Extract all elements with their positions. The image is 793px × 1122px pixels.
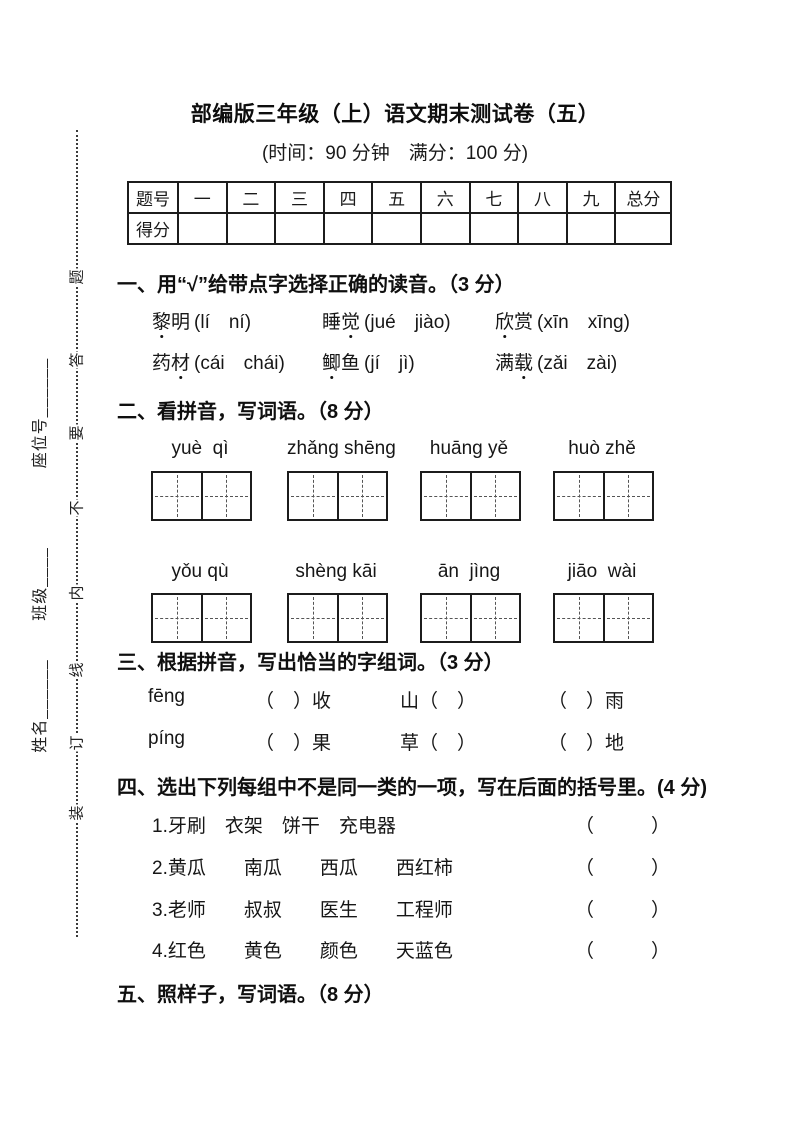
score-input-cell[interactable]: [468, 212, 520, 245]
word-group: 1.牙刷 衣架 饼干 充电器: [152, 816, 396, 837]
writing-grid[interactable]: [287, 471, 388, 521]
answer-bracket[interactable]: （ ）: [574, 941, 670, 962]
score-input-cell[interactable]: [274, 212, 325, 245]
score-table-score-row: 得分: [127, 212, 673, 245]
binding-line-char: 要: [67, 424, 87, 442]
score-input-cell[interactable]: [517, 212, 568, 245]
page-subtitle: (时间：90 分钟 满分：100 分): [261, 143, 529, 164]
pronunciation-item[interactable]: 鲫鱼 (jí jì): [322, 348, 495, 375]
header-cell: 三: [274, 181, 325, 214]
header-cell: 六: [419, 181, 471, 214]
name-field[interactable]: 姓名______: [32, 659, 49, 753]
binding-line-char: 订: [67, 734, 87, 752]
writing-grid[interactable]: [151, 471, 252, 521]
answer-bracket[interactable]: （ ）: [574, 858, 670, 879]
section1-row2: 药材 (cái chái) 鲫鱼 (jí jì) 满载 (zǎi zài): [152, 348, 617, 375]
pronunciation-item[interactable]: 药材 (cái chái): [152, 348, 322, 375]
score-input-cell[interactable]: [565, 212, 617, 245]
binding-line-char: 内: [67, 584, 87, 602]
class-field[interactable]: 班级____: [32, 547, 49, 621]
pinyin-label: píng: [148, 728, 185, 749]
header-cell: 总分: [614, 181, 673, 214]
header-cell: 五: [371, 181, 422, 214]
section4-item: 1.牙刷 衣架 饼干 充电器 （ ）: [152, 811, 670, 838]
score-input-cell[interactable]: [322, 212, 374, 245]
fill-in-word[interactable]: （ ）果: [255, 733, 332, 754]
word-group: 4.红色 黄色 颜色 天蓝色: [152, 941, 453, 962]
pinyin-label: zhǎng shēng: [287, 438, 396, 459]
score-table-header-row: 题号 一 二 三 四 五 六 七 八 九 总分: [127, 181, 673, 214]
section1-row1: 黎明 (lí ní) 睡觉 (jué jiào) 欣赏 (xīn xīng): [152, 307, 630, 334]
score-input-cell[interactable]: [225, 212, 277, 245]
section4-item: 4.红色 黄色 颜色 天蓝色 （ ）: [152, 936, 670, 963]
header-cell: 一: [177, 181, 228, 214]
pinyin-label: ān jìng: [437, 561, 501, 582]
pinyin-label: shèng kāi: [295, 561, 377, 582]
word-group: 2.黄瓜 南瓜 西瓜 西红柿: [152, 858, 453, 879]
section3-row2: píng （ ）果 草（ ） （ ）地: [148, 728, 624, 755]
score-input-cell[interactable]: [371, 212, 422, 245]
writing-grid[interactable]: [553, 593, 654, 643]
pinyin-label: huò zhě: [568, 438, 636, 459]
score-input-cell[interactable]: [419, 212, 471, 245]
section4-heading: 四、选出下列每组中不是同一类的一项，写在后面的括号里。(4 分): [117, 777, 707, 799]
fill-in-word[interactable]: （ ）收: [255, 691, 332, 712]
section2-heading: 二、看拼音，写词语。（8 分）: [117, 401, 384, 423]
pronunciation-item[interactable]: 欣赏 (xīn xīng): [495, 307, 630, 334]
answer-bracket[interactable]: （ ）: [574, 900, 670, 921]
header-cell: 二: [225, 181, 277, 214]
section1-heading: 一、用“√”给带点字选择正确的读音。（3 分）: [117, 274, 515, 296]
main-content: 部编版三年级（上）语文期末测试卷（五） (时间：90 分钟 满分：100 分) …: [117, 0, 707, 1122]
score-input-cell[interactable]: [177, 212, 228, 245]
header-cell: 四: [322, 181, 374, 214]
section4-item: 3.老师 叔叔 医生 工程师 （ ）: [152, 895, 670, 922]
writing-grid[interactable]: [287, 593, 388, 643]
binding-dotted-line: [76, 130, 78, 937]
binding-line-char: 装: [67, 804, 87, 822]
writing-grid[interactable]: [151, 593, 252, 643]
pinyin-label: huāng yě: [429, 438, 509, 459]
score-table: 题号 一 二 三 四 五 六 七 八 九 总分 得分: [127, 181, 673, 245]
page-title: 部编版三年级（上）语文期末测试卷（五）: [190, 103, 600, 126]
binding-line-char: 答: [67, 351, 87, 369]
writing-grid[interactable]: [553, 471, 654, 521]
header-cell: 七: [468, 181, 520, 214]
header-cell: 八: [517, 181, 568, 214]
fill-in-word[interactable]: 山（ ）: [400, 691, 477, 712]
pinyin-label: yuè qì: [171, 438, 229, 459]
section5-heading: 五、照样子，写词语。（8 分）: [117, 984, 384, 1006]
binding-line-char: 不: [67, 499, 87, 517]
word-group: 3.老师 叔叔 医生 工程师: [152, 900, 453, 921]
fill-in-word[interactable]: （ ）雨: [548, 691, 625, 712]
header-cell: 九: [565, 181, 617, 214]
pinyin-label: fēng: [148, 686, 185, 707]
pronunciation-item[interactable]: 满载 (zǎi zài): [495, 348, 617, 375]
header-cell: 题号: [127, 181, 179, 214]
binding-line-char: 题: [67, 268, 87, 286]
fill-in-word[interactable]: 草（ ）: [400, 733, 477, 754]
pinyin-label: yǒu qù: [171, 561, 229, 582]
answer-bracket[interactable]: （ ）: [574, 816, 670, 837]
writing-grid[interactable]: [420, 593, 521, 643]
binding-line-char: 线: [67, 661, 87, 679]
seat-number-field[interactable]: 座位号______: [32, 357, 49, 469]
writing-grid[interactable]: [420, 471, 521, 521]
fill-in-word[interactable]: （ ）地: [548, 733, 625, 754]
pronunciation-item[interactable]: 睡觉 (jué jiào): [322, 307, 495, 334]
section3-heading: 三、根据拼音，写出恰当的字组词。（3 分）: [117, 652, 504, 674]
pronunciation-item[interactable]: 黎明 (lí ní): [152, 307, 322, 334]
section3-row1: fēng （ ）收 山（ ） （ ）雨: [148, 686, 624, 713]
section4-item: 2.黄瓜 南瓜 西瓜 西红柿 （ ）: [152, 853, 670, 880]
score-input-cell[interactable]: [614, 212, 673, 245]
pinyin-label: jiāo wài: [567, 561, 637, 582]
score-label-cell: 得分: [127, 212, 179, 245]
